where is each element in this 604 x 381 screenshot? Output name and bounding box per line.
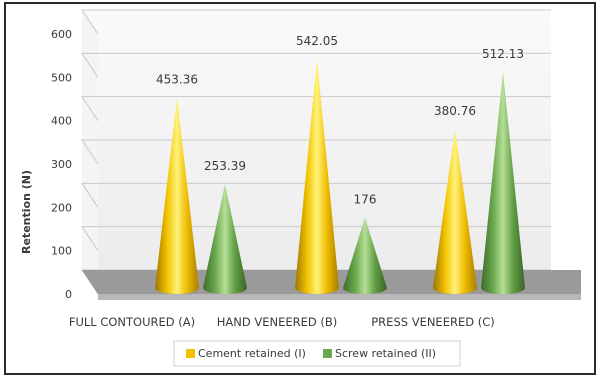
cone-body (433, 129, 477, 294)
chart-frame: 0 100 200 300 400 500 600 Retention (N) 453.36… (4, 2, 596, 375)
y-tick-label: 500 (51, 71, 72, 84)
floor-front (98, 294, 581, 300)
x-tick-label: PRESS VENEERED (C) (371, 315, 495, 329)
data-label-cement-0: 453.36 (156, 73, 198, 87)
x-tick-label: FULL CONTOURED (A) (69, 315, 195, 329)
data-labels: 453.36 542.05 380.76 253.39 176 512.13 (156, 34, 524, 207)
gridline (81, 9, 551, 35)
legend-box (173, 340, 461, 367)
data-label-cement-2: 380.76 (434, 104, 476, 118)
data-label-cement-1: 542.05 (296, 34, 338, 48)
cone-screw-1 (343, 217, 387, 294)
gridline (81, 182, 551, 208)
y-tick-label: 400 (51, 115, 72, 128)
cone-series (155, 59, 525, 295)
cone-screw-0 (203, 184, 247, 294)
y-tick-label: 200 (51, 201, 72, 214)
data-label-screw-2: 512.13 (482, 47, 524, 61)
y-tick-label: 100 (51, 245, 72, 258)
cone-body (343, 217, 387, 294)
cone-body (295, 59, 339, 295)
x-axis-ticks: FULL CONTOURED (A) HAND VENEERED (B) PRESS… (69, 315, 495, 329)
y-tick-label: 300 (51, 158, 72, 171)
legend-swatch-cement (186, 349, 195, 358)
cone-cement-0 (155, 97, 199, 294)
cone-cement-1 (295, 59, 339, 295)
cone-body (481, 72, 525, 295)
cone-cement-2 (433, 129, 477, 294)
y-tick-label: 600 (51, 28, 72, 41)
y-axis-ticks: 0 100 200 300 400 500 600 (51, 28, 72, 301)
gridline (81, 96, 551, 121)
data-label-screw-0: 253.39 (204, 159, 246, 173)
legend-label-screw: Screw retained (II) (335, 347, 436, 360)
legend-swatch-screw (323, 349, 332, 358)
legend: Cement retained (I) Screw retained (II) (173, 340, 461, 367)
chart-canvas: 0 100 200 300 400 500 600 Retention (N) 453.36… (20, 9, 581, 367)
cone-screw-2 (481, 72, 525, 295)
gridline (81, 52, 551, 78)
legend-label-cement: Cement retained (I) (198, 347, 306, 360)
y-axis-label: Retention (N) (20, 170, 33, 254)
cone-body (203, 184, 247, 294)
x-tick-label: HAND VENEERED (B) (217, 315, 338, 329)
y-tick-label: 0 (65, 288, 72, 301)
gridline (81, 226, 551, 251)
gridline (81, 139, 551, 165)
data-label-screw-1: 176 (354, 193, 377, 207)
cone-body (155, 97, 199, 294)
